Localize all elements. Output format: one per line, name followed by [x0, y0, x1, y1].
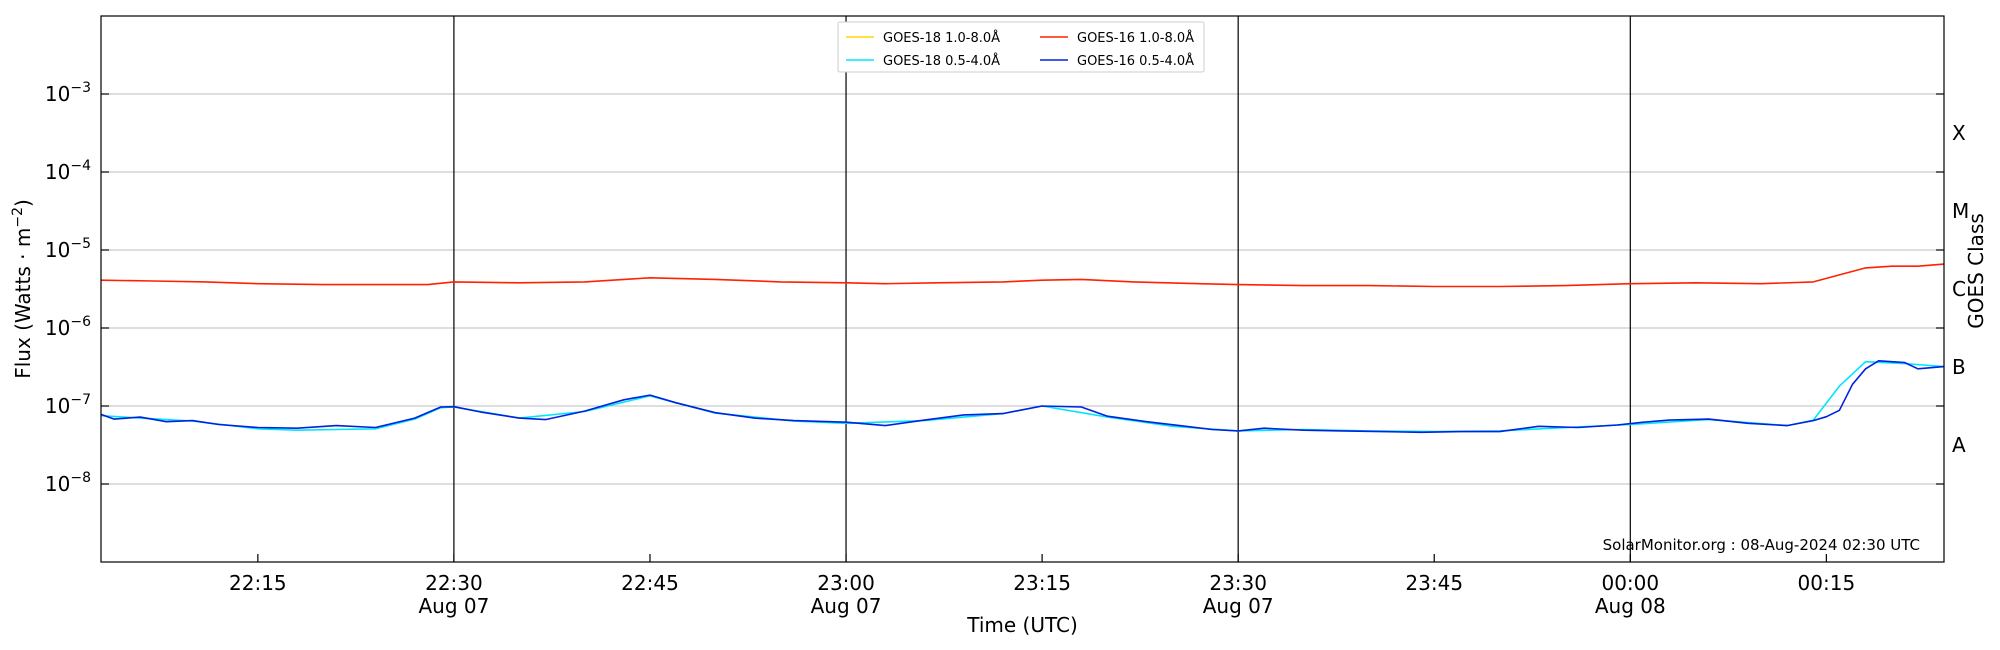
y-tick-base: 10: [45, 160, 70, 184]
y-axis-title-main: Flux (Watts · m: [11, 228, 35, 379]
y-tick-exponent: −5: [70, 236, 91, 252]
y-tick-exponent: −8: [70, 470, 91, 486]
goes-class-label: M: [1952, 199, 1969, 223]
x-tick-label: 23:45: [1405, 571, 1463, 595]
y-tick-label: 10−5: [45, 236, 91, 262]
x-tick-label: 00:00: [1601, 571, 1659, 595]
x-tick-date-label: Aug 08: [1595, 594, 1666, 618]
y-tick-exponent: −6: [70, 314, 91, 330]
y-tick-label: 10−3: [45, 80, 91, 106]
series-line: [100, 359, 1945, 434]
right-axis-title: GOES Class: [1964, 213, 1988, 329]
legend-label: GOES-16 1.0-8.0Å: [1077, 30, 1194, 46]
x-tick-label: 23:15: [1013, 571, 1071, 595]
x-tick-label: 22:15: [229, 571, 287, 595]
y-tick-base: 10: [45, 472, 70, 496]
x-tick-date-label: Aug 07: [418, 594, 489, 618]
y-tick-base: 10: [45, 82, 70, 106]
y-axis-title: Flux (Watts · m−2): [10, 199, 35, 379]
goes-class-label: B: [1952, 355, 1966, 379]
goes-class-label: X: [1952, 121, 1966, 145]
x-tick-label: 22:30: [425, 571, 483, 595]
y-tick-exponent: −3: [70, 80, 91, 96]
x-axis-title: Time (UTC): [966, 613, 1078, 637]
legend-label: GOES-18 0.5-4.0Å: [883, 53, 1000, 69]
legend-label: GOES-18 1.0-8.0Å: [883, 30, 1000, 46]
legend: GOES-18 1.0-8.0Å GOES-18 0.5-4.0Å GOES-16 …: [837, 21, 1205, 73]
y-tick-exponent: −4: [70, 158, 91, 174]
goes-class-label: A: [1952, 433, 1966, 457]
legend-items: GOES-18 1.0-8.0Å GOES-18 0.5-4.0Å GOES-16 …: [846, 30, 1194, 69]
x-tick-label: 22:45: [621, 571, 679, 595]
data-series: [100, 263, 1945, 434]
x-tick-label: 00:15: [1798, 571, 1856, 595]
plot-frame: [100, 15, 1945, 563]
y-tick-label: 10−4: [45, 158, 91, 184]
x-tick-label: 23:30: [1209, 571, 1267, 595]
legend-label: GOES-16 0.5-4.0Å: [1077, 53, 1194, 69]
series-line: [100, 263, 1945, 288]
y-axis-title-close: ): [11, 199, 35, 207]
legend-box: [837, 21, 1205, 73]
y-axis-ticks: 10−810−710−610−510−410−3: [45, 80, 1944, 496]
y-tick-label: 10−6: [45, 314, 91, 340]
y-tick-base: 10: [45, 316, 70, 340]
y-tick-base: 10: [45, 238, 70, 262]
x-tick-date-label: Aug 07: [1203, 594, 1274, 618]
day-boundary-lines: [453, 16, 1631, 562]
credit-text: SolarMonitor.org : 08-Aug-2024 02:30 UTC: [1603, 536, 1920, 554]
y-tick-base: 10: [45, 394, 70, 418]
gridlines: [101, 93, 1944, 485]
x-tick-date-label: Aug 07: [811, 594, 882, 618]
series-line: [100, 360, 1945, 433]
y-tick-label: 10−8: [45, 470, 91, 496]
goes-class-label: C: [1952, 277, 1966, 301]
goes-class-labels: A B C M X: [1952, 121, 1969, 457]
x-tick-label: 23:00: [817, 571, 875, 595]
y-axis-title-exponent: −2: [10, 207, 26, 228]
y-tick-exponent: −7: [70, 392, 91, 408]
y-tick-label: 10−7: [45, 392, 91, 418]
